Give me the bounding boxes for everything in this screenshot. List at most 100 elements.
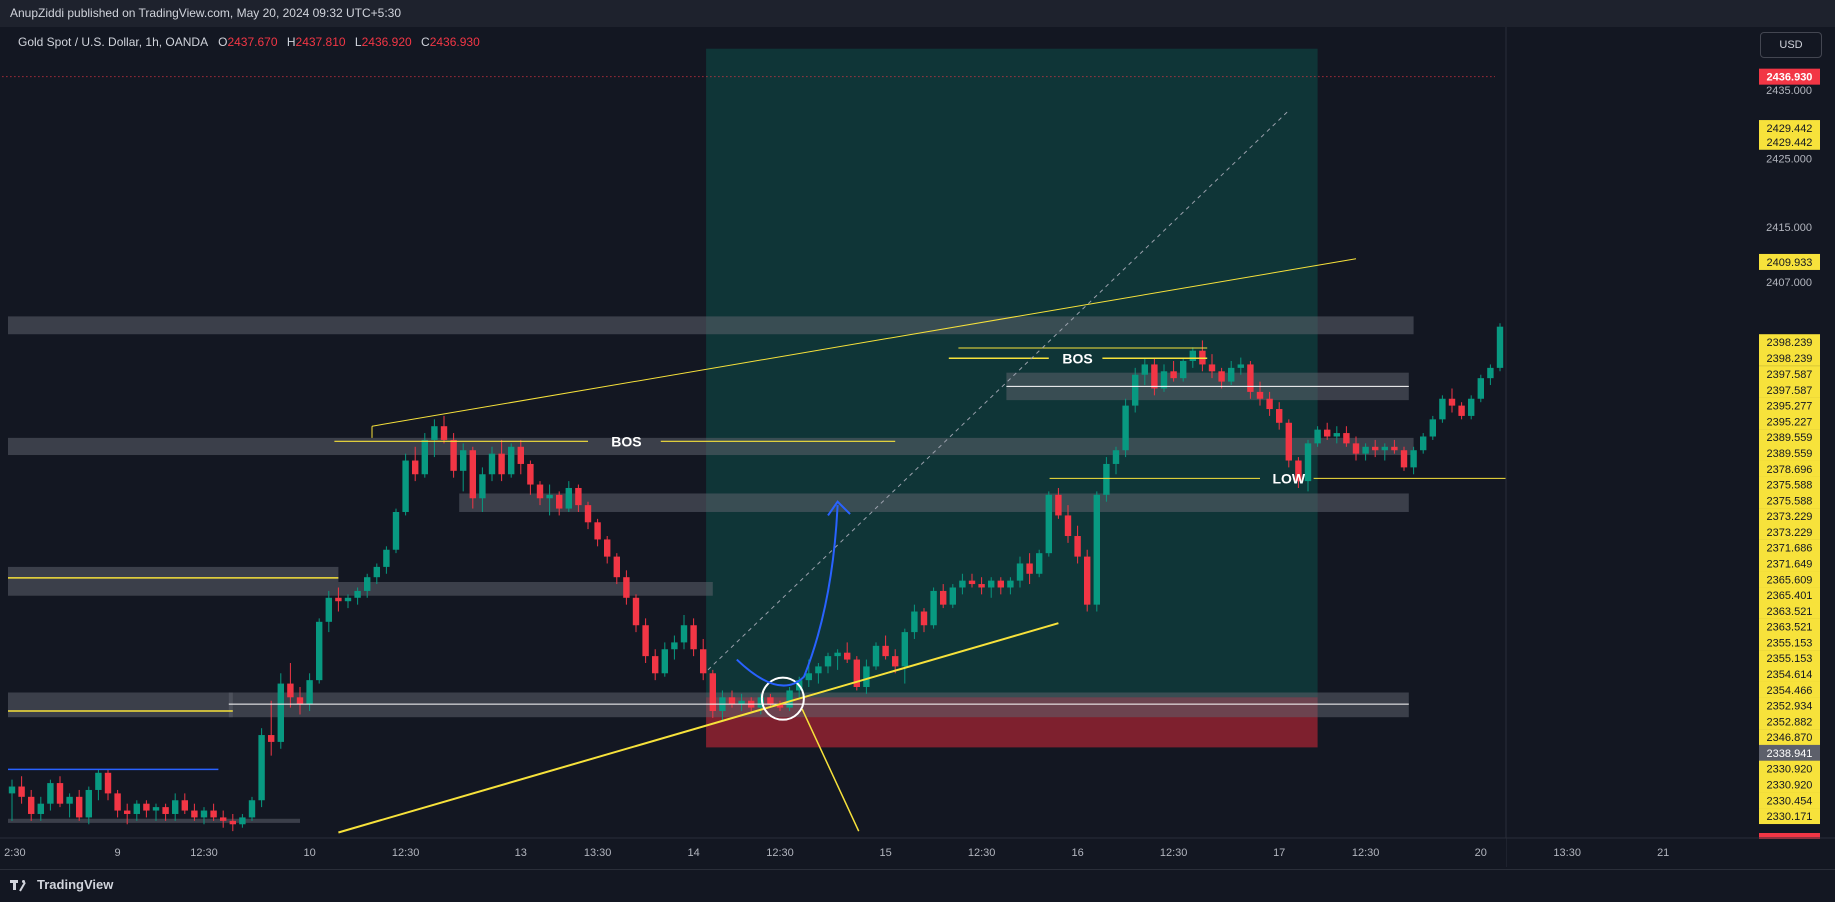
candle-60 — [584, 505, 592, 523]
price-tag-bg-17 — [1759, 539, 1820, 556]
price-tag-8: 2395.277 — [1767, 401, 1813, 413]
zone-4 — [8, 566, 339, 583]
price-tag-0: 2436.930 — [1767, 72, 1813, 84]
candle-112 — [1084, 556, 1091, 605]
diagonal-dashed-line — [707, 110, 1290, 671]
price-tag-32: 2330.920 — [1767, 779, 1813, 791]
candle-40 — [392, 511, 400, 550]
candle-47 — [460, 450, 467, 471]
candle-119 — [1151, 364, 1158, 389]
price-tag-bg-0 — [1759, 68, 1820, 85]
legend-symbol: Gold Spot / U.S. Dollar, 1h, OANDA — [18, 35, 209, 49]
price-tag-30: 2338.941 — [1767, 748, 1813, 760]
price-tag-9: 2395.227 — [1767, 416, 1813, 428]
time-tick-1: 9 — [115, 847, 121, 859]
candle-64 — [623, 577, 630, 598]
time-tick-12: 12:30 — [1160, 847, 1188, 859]
candle-115 — [1112, 450, 1120, 464]
candle-153 — [1477, 378, 1484, 399]
zone-2 — [459, 493, 1409, 512]
time-tick-7: 14 — [687, 847, 699, 859]
price-tag-bg-10 — [1759, 429, 1820, 446]
price-tag-bg-23 — [1759, 634, 1820, 651]
candle-128 — [1237, 364, 1244, 368]
candle-99 — [959, 580, 966, 588]
price-tag-26: 2354.466 — [1767, 685, 1813, 697]
candle-22 — [220, 817, 227, 821]
candle-130 — [1256, 391, 1264, 399]
candle-108 — [1045, 494, 1052, 554]
legend-l-label: L — [354, 35, 362, 49]
price-tag-bg-30 — [1759, 744, 1820, 761]
price-tag-clip — [1759, 833, 1820, 839]
price-tag-31: 2330.920 — [1767, 764, 1813, 776]
legend-h-value: 2437.810 — [295, 35, 346, 49]
candle-81 — [786, 690, 793, 708]
time-axis-bg — [0, 838, 1506, 869]
price-tag-bg-20 — [1759, 587, 1820, 604]
publisher-text: AnupZiddi published on TradingView.com, … — [10, 6, 402, 20]
tradingview-logo[interactable]: TradingView — [10, 877, 113, 892]
candle-101 — [978, 584, 985, 588]
price-tag-18: 2371.649 — [1767, 558, 1813, 570]
time-tick-17: 21 — [1657, 847, 1669, 859]
candle-131 — [1266, 398, 1273, 410]
price-tag-11: 2389.559 — [1767, 448, 1813, 460]
candle-19 — [191, 810, 198, 818]
candle-44 — [431, 426, 438, 440]
candle-126 — [1218, 371, 1225, 382]
price-tag-bg-5 — [1759, 349, 1820, 366]
candle-45 — [440, 426, 448, 440]
candle-11 — [114, 793, 121, 811]
price-tag-bg-3 — [1759, 253, 1820, 270]
price-tag-23: 2355.153 — [1767, 637, 1813, 649]
price-tag-3: 2409.933 — [1767, 257, 1813, 269]
zone-6 — [8, 692, 233, 718]
candle-16 — [162, 807, 169, 814]
candle-46 — [450, 439, 457, 471]
candle-133 — [1285, 422, 1292, 461]
price-tag-16: 2373.229 — [1767, 527, 1813, 539]
price-tag-1: 2429.442 — [1767, 123, 1813, 135]
candle-68 — [661, 649, 668, 674]
price-tag-2: 2429.442 — [1767, 137, 1813, 149]
price-tag-34: 2330.171 — [1767, 811, 1813, 823]
candle-5 — [56, 783, 64, 804]
pointer-line — [801, 708, 860, 832]
time-tick-10: 12:30 — [968, 847, 996, 859]
candle-110 — [1064, 515, 1072, 537]
candle-70 — [680, 625, 688, 643]
time-tick-15: 20 — [1475, 847, 1487, 859]
price-tag-bg-12 — [1759, 460, 1820, 477]
price-tag-15: 2373.229 — [1767, 511, 1813, 523]
currency-button[interactable]: USD — [1760, 32, 1822, 58]
candle-52 — [508, 446, 515, 475]
candle-42 — [412, 460, 419, 475]
time-tick-4: 12:30 — [392, 847, 420, 859]
time-tick-8: 12:30 — [766, 847, 794, 859]
price-tag-bg-29 — [1759, 729, 1820, 746]
price-tag-bg-24 — [1759, 650, 1820, 667]
candle-39 — [383, 549, 390, 567]
price-tag-bg-1 — [1759, 120, 1820, 137]
candle-62 — [604, 539, 611, 557]
candle-2 — [28, 796, 35, 814]
candle-79 — [767, 697, 774, 705]
candle-48 — [469, 450, 476, 499]
candle-103 — [997, 580, 1004, 588]
candle-13 — [133, 803, 140, 814]
time-tick-9: 15 — [879, 847, 891, 859]
legend-c-label: C — [421, 35, 430, 49]
candle-138 — [1333, 433, 1340, 437]
price-tag-21: 2363.521 — [1767, 606, 1813, 618]
candle-91 — [882, 645, 889, 657]
candle-105 — [1016, 563, 1024, 581]
candle-107 — [1036, 553, 1043, 574]
candle-92 — [892, 656, 899, 667]
blue-arrow — [736, 505, 839, 687]
price-tag-5: 2398.239 — [1767, 353, 1813, 365]
price-tag-bg-7 — [1759, 381, 1820, 398]
candle-29 — [287, 683, 294, 698]
price-tag-bg-15 — [1759, 508, 1820, 525]
